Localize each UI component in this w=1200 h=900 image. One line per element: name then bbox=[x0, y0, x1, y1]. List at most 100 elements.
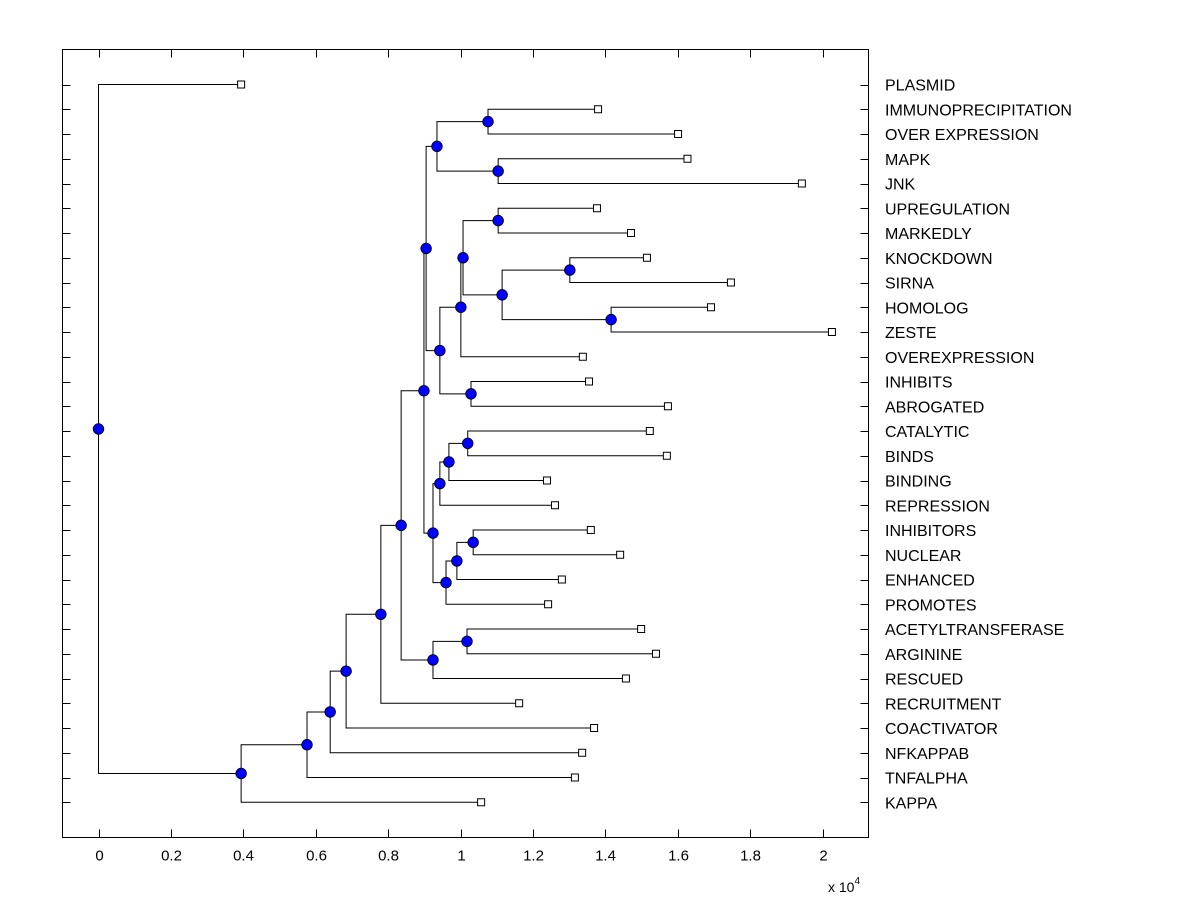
leaf-label: KAPPA bbox=[885, 795, 938, 812]
leaf-marker bbox=[544, 600, 553, 609]
dendrogram-link bbox=[400, 525, 433, 661]
leaf-marker bbox=[645, 427, 654, 435]
leaf-marker bbox=[674, 130, 683, 138]
leaf-marker bbox=[662, 451, 671, 460]
cluster-node bbox=[434, 344, 446, 357]
dendrogram-link bbox=[345, 613, 381, 672]
x-tick-labels: 0 0.2 0.4 0.6 0.8 1 1.2 1.4 1.6 1.8 2 bbox=[95, 848, 827, 865]
leaf-marker bbox=[237, 80, 246, 89]
cluster-node bbox=[434, 477, 446, 490]
leaf-label: HOMOLOG bbox=[885, 300, 969, 317]
leaf-marker bbox=[797, 179, 806, 188]
leaf-marker bbox=[578, 352, 587, 361]
dendrogram-nodes bbox=[92, 115, 617, 780]
leaf-marker bbox=[621, 674, 630, 683]
leaf-label: COACTIVATOR bbox=[885, 721, 998, 738]
leaf-label: CATALYTIC bbox=[885, 424, 969, 441]
cluster-node bbox=[235, 767, 247, 780]
leaf-marker bbox=[663, 402, 672, 411]
dendrogram-link bbox=[448, 461, 548, 481]
leaf-marker bbox=[651, 649, 660, 658]
leaf-marker bbox=[590, 724, 599, 732]
cluster-node bbox=[605, 313, 617, 326]
dendrogram-link bbox=[400, 390, 424, 526]
cluster-node bbox=[496, 289, 508, 301]
leaf-label: RESCUED bbox=[885, 672, 963, 689]
leaf-marker bbox=[550, 501, 559, 510]
dendrogram-link bbox=[448, 442, 468, 462]
leaf-marker bbox=[477, 798, 486, 807]
leaf-label: UPREGULATION bbox=[885, 201, 1010, 218]
cluster-node bbox=[492, 165, 504, 177]
cluster-node bbox=[420, 242, 432, 255]
leaf-marker bbox=[515, 699, 524, 708]
leaf-marker bbox=[683, 154, 692, 163]
x-tick-label: 2 bbox=[819, 848, 827, 865]
dendrogram-link bbox=[460, 307, 583, 358]
dendrogram-link bbox=[306, 744, 575, 778]
x-tick-label: 0.6 bbox=[306, 848, 327, 865]
dendrogram-link bbox=[98, 84, 242, 429]
cluster-node bbox=[427, 527, 439, 539]
leaf-label: ZESTE bbox=[885, 325, 937, 342]
dendrogram-link bbox=[329, 711, 583, 754]
dendrogram-link bbox=[462, 220, 499, 258]
dendrogram-link bbox=[456, 560, 562, 580]
dendrogram-link bbox=[462, 257, 503, 296]
cluster-node bbox=[492, 214, 504, 227]
cluster-node bbox=[418, 385, 430, 397]
leaf-label: RECRUITMENT bbox=[885, 696, 1002, 713]
leaf-marker bbox=[594, 105, 603, 114]
leaf-label: NFKAPPAB bbox=[885, 746, 969, 763]
cluster-node bbox=[451, 555, 463, 567]
dendrogram-link bbox=[240, 773, 482, 803]
x-tick-label: 1.6 bbox=[668, 848, 689, 865]
leaf-label: JNK bbox=[885, 177, 916, 194]
cluster-node bbox=[427, 654, 439, 666]
leaf-label: IMMUNOPRECIPITATION bbox=[885, 102, 1072, 119]
leaf-marker bbox=[578, 748, 587, 757]
cluster-node bbox=[467, 536, 479, 549]
leaf-marker bbox=[557, 575, 566, 584]
leaf-label: NUCLEAR bbox=[885, 548, 961, 565]
x-tick-label: 1.2 bbox=[523, 848, 544, 865]
dendrogram-link bbox=[345, 671, 595, 729]
leaf-label: MARKEDLY bbox=[885, 226, 972, 243]
cluster-node bbox=[375, 608, 387, 621]
cluster-node bbox=[340, 665, 352, 677]
x-tick-label: 0 bbox=[95, 848, 103, 865]
dendrogram-link bbox=[306, 711, 331, 745]
axis-ticks bbox=[62, 49, 869, 838]
leaf-label: PLASMID bbox=[885, 78, 955, 95]
leaf-label: PROMOTES bbox=[885, 597, 977, 614]
leaf-marker bbox=[637, 625, 646, 633]
dendrogram-link bbox=[436, 121, 489, 147]
leaf-marker bbox=[642, 253, 651, 262]
x-tick-label: 1 bbox=[457, 848, 465, 865]
leaf-label: BINDING bbox=[885, 474, 952, 491]
leaf-marker bbox=[592, 204, 601, 213]
dendrogram-link bbox=[439, 306, 461, 351]
leaf-label: ACETYLTRANSFERASE bbox=[885, 622, 1064, 639]
dendrogram-link bbox=[445, 582, 549, 605]
x-tick-label: 0.4 bbox=[233, 848, 254, 865]
leaf-marker bbox=[616, 550, 625, 559]
leaf-label: ARGININE bbox=[885, 647, 962, 664]
cluster-node bbox=[431, 140, 443, 153]
dendrogram-link bbox=[432, 640, 468, 660]
cluster-node bbox=[443, 456, 455, 468]
leaf-marker bbox=[726, 278, 735, 287]
x-multiplier-label: x 104 bbox=[828, 876, 860, 895]
cluster-node bbox=[564, 264, 576, 276]
cluster-node bbox=[324, 706, 336, 718]
leaf-label: SIRNA bbox=[885, 276, 934, 293]
dendrogram-link bbox=[501, 294, 612, 321]
dendrogram-link bbox=[432, 659, 626, 679]
leaf-label: REPRESSION bbox=[885, 498, 990, 515]
leaf-marker bbox=[570, 773, 579, 782]
leaf-marker bbox=[827, 328, 836, 336]
leaf-marker bbox=[586, 526, 595, 534]
leaf-marker bbox=[543, 476, 552, 485]
leaf-labels: PLASMID IMMUNOPRECIPITATION OVER EXPRESSIO… bbox=[885, 78, 1072, 813]
